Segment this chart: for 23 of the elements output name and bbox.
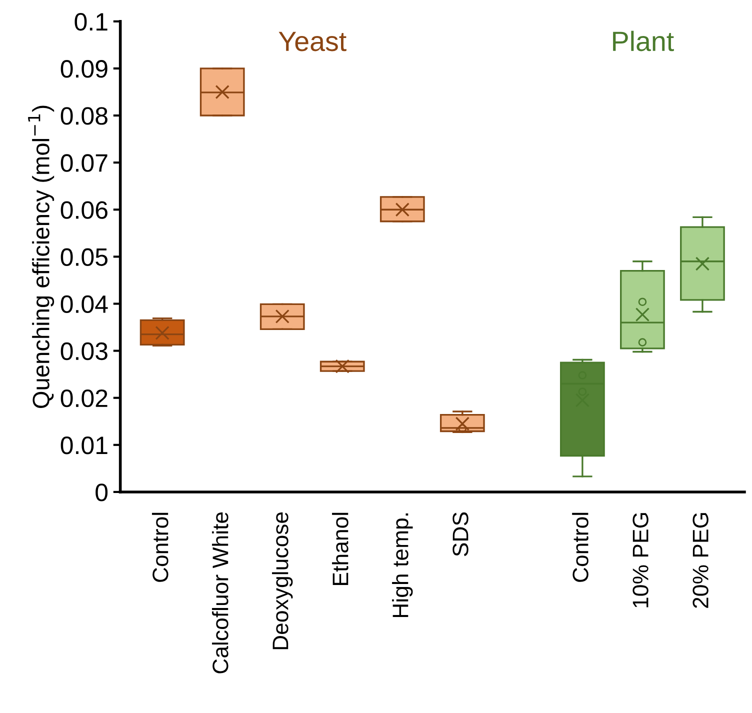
y-tick-label: 0.07 — [60, 154, 108, 172]
x-tick-label: Ethanol — [332, 512, 348, 585]
y-tick-label: 0.06 — [60, 201, 108, 219]
x-tick-label: 20% PEG — [692, 513, 708, 608]
text: Plant — [613, 30, 674, 52]
y-axis-title: Quenching efficiency (mol$^{−1}$) — [28, 106, 54, 408]
y-tick-label: 0.05 — [60, 248, 108, 266]
y-tick-label: 0.02 — [60, 389, 108, 408]
y-tick-label: 0.04 — [60, 295, 108, 314]
x-tick-label: High temp. — [392, 513, 413, 618]
x-tick-label: Control — [572, 512, 588, 582]
y-tick-label: 0.08 — [60, 107, 108, 125]
x-tick-label: Calcofluor White — [212, 512, 228, 674]
y-tick-label: 0.09 — [60, 60, 108, 78]
y-tick-label: 0.03 — [60, 342, 108, 360]
y-tick-label: 0.1 — [74, 12, 108, 31]
y-tick-label: 0 — [96, 484, 108, 502]
x-tick-label: SDS — [452, 512, 468, 556]
y-tick-label: 0.01 — [60, 436, 108, 454]
x-tick-label: 10% PEG — [632, 513, 648, 608]
series-label: Yeast — [278, 32, 346, 52]
x-tick-label: Deoxyglucose — [272, 512, 293, 650]
x-tick-label: Control — [152, 512, 168, 582]
